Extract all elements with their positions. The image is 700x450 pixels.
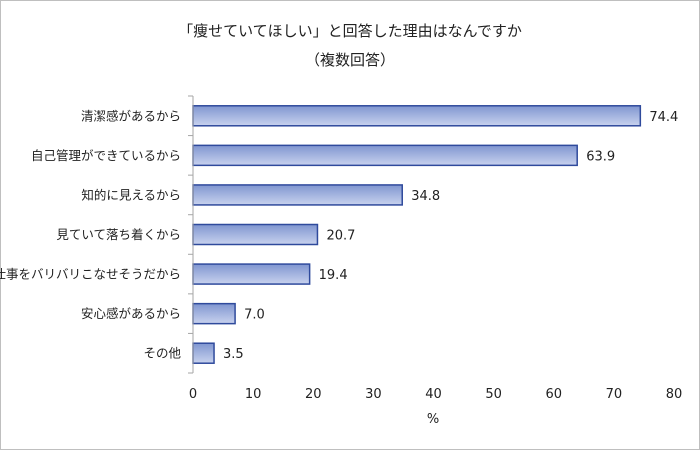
data-label: 19.4 <box>319 268 348 283</box>
category-label: その他 <box>143 346 181 361</box>
bar <box>192 263 311 285</box>
bar <box>192 144 578 167</box>
bar <box>192 302 236 325</box>
data-label: 74.4 <box>649 110 678 125</box>
data-label: 20.7 <box>326 229 355 244</box>
category-label: 見ていて落ち着くから <box>56 227 181 242</box>
chart-subtitle: （複数回答） <box>304 51 395 69</box>
bar <box>192 105 642 127</box>
category-label: 清潔感があるから <box>81 108 181 123</box>
x-tick-label: 30 <box>365 387 382 402</box>
data-label: 63.9 <box>586 149 615 164</box>
x-tick-label: 80 <box>666 387 683 402</box>
category-label: 仕事をバリバリこなせそうだから <box>0 267 181 282</box>
x-axis-label: % <box>427 412 439 427</box>
x-tick-label: 60 <box>545 387 562 402</box>
bar <box>192 223 319 246</box>
data-label: 7.0 <box>244 308 265 323</box>
x-tick-label: 10 <box>245 387 262 402</box>
x-tick-label: 0 <box>189 387 197 402</box>
data-label: 3.5 <box>223 347 244 362</box>
x-tick-label: 40 <box>425 387 442 402</box>
category-label: 安心感があるから <box>81 306 181 321</box>
bar <box>192 342 215 364</box>
data-label: 34.8 <box>411 189 440 204</box>
x-tick-label: 50 <box>485 387 502 402</box>
chart-title: 「痩せていてほしい」と回答した理由はなんですか <box>178 22 522 40</box>
category-label: 知的に見えるから <box>81 187 181 202</box>
category-label: 自己管理ができているから <box>31 148 181 163</box>
x-tick-label: 70 <box>606 387 623 402</box>
bar <box>192 184 403 206</box>
x-tick-label: 20 <box>305 387 322 402</box>
